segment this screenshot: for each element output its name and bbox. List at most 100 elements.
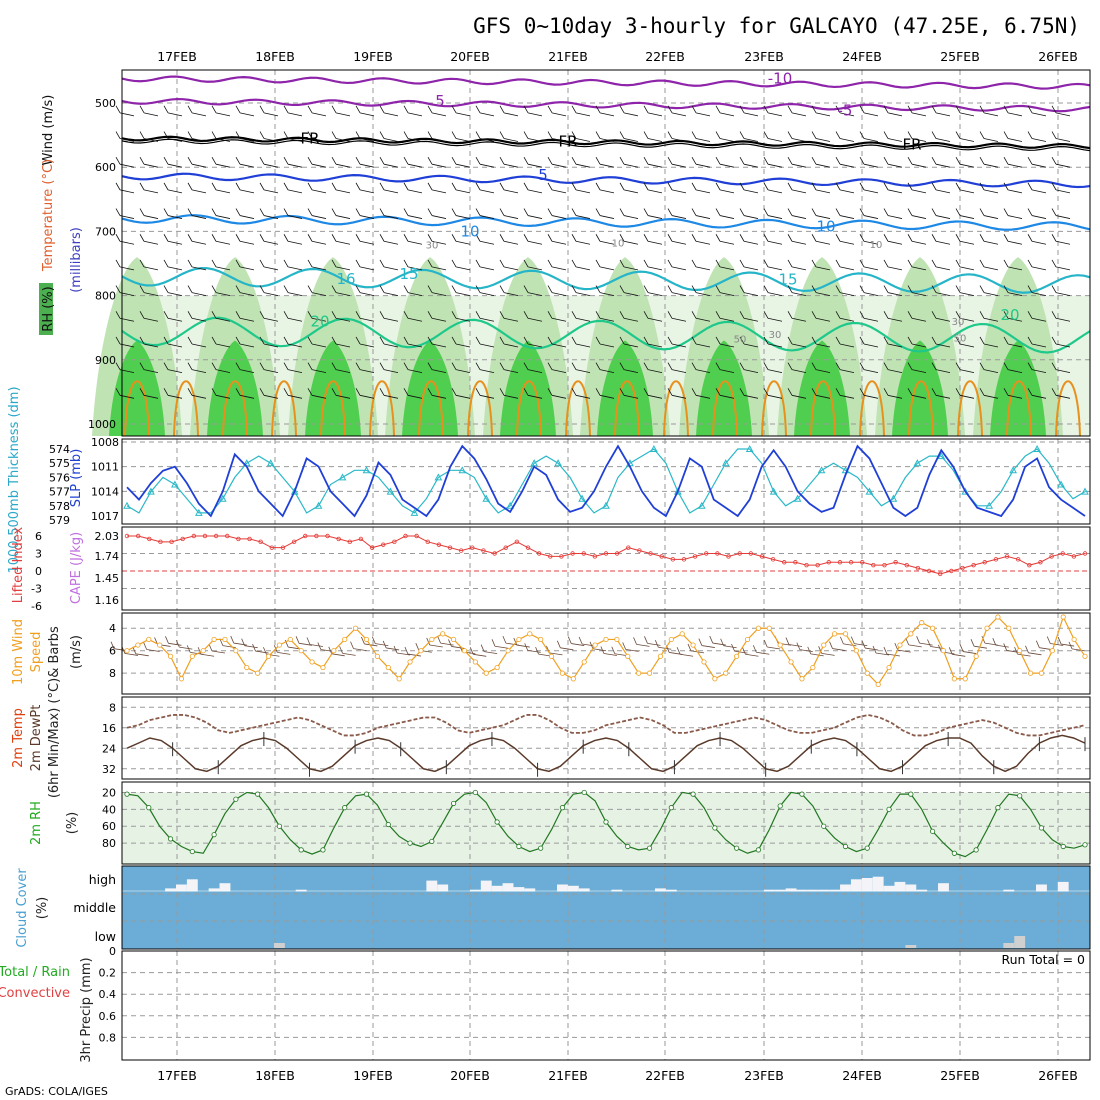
wind-barb bbox=[427, 311, 447, 322]
wind-barb bbox=[355, 208, 375, 219]
wind-barb bbox=[403, 182, 423, 194]
wind-barb bbox=[931, 362, 951, 374]
wind-barb bbox=[211, 157, 231, 168]
wind-barb bbox=[547, 182, 567, 194]
wind-barb bbox=[331, 208, 351, 219]
thickness-tick: 578 bbox=[49, 500, 70, 513]
lifted-index-point bbox=[202, 533, 208, 539]
wind-barb bbox=[907, 259, 927, 271]
wind-barb bbox=[355, 362, 375, 374]
wind-barb bbox=[163, 105, 183, 117]
lifted-index-point bbox=[225, 533, 230, 539]
thickness-point bbox=[674, 487, 682, 495]
lifted-index-point bbox=[124, 533, 130, 539]
wind-barb bbox=[643, 388, 663, 399]
wind-barb bbox=[1027, 157, 1047, 168]
wind-barb-10m bbox=[589, 641, 607, 652]
wind-barb bbox=[883, 285, 903, 296]
wind-speed-point bbox=[363, 636, 370, 643]
wind-barb-10m bbox=[197, 647, 215, 657]
wind-barb-10m bbox=[448, 639, 465, 649]
wind-barb bbox=[811, 336, 831, 348]
thickness-point bbox=[458, 466, 467, 474]
wind-barb bbox=[355, 336, 375, 348]
wind-barb bbox=[691, 208, 711, 219]
lifted-index-point bbox=[425, 539, 430, 545]
wind-barb bbox=[403, 388, 423, 399]
wind-speed-point bbox=[712, 676, 718, 682]
wind-speed-point bbox=[701, 659, 707, 665]
lifted-index-point bbox=[782, 560, 787, 565]
lifted-index-point bbox=[759, 554, 765, 559]
wind-speed-point bbox=[189, 653, 195, 659]
wind-barb-10m bbox=[241, 638, 258, 649]
wind-barb bbox=[211, 285, 231, 296]
wind-barb-10m bbox=[698, 638, 715, 648]
wind-barb bbox=[907, 208, 927, 219]
cloud-bar-high bbox=[513, 887, 525, 892]
cloud-bar-high bbox=[437, 884, 449, 892]
wind-barb bbox=[187, 362, 207, 374]
wind-barb-10m bbox=[600, 646, 617, 656]
wind-barb-10m bbox=[818, 646, 835, 656]
wind-barb bbox=[835, 336, 855, 348]
temp-contour-25 bbox=[467, 380, 493, 437]
wind-barb bbox=[739, 182, 759, 194]
lifted-index-point bbox=[325, 533, 330, 539]
wind-barb bbox=[715, 259, 735, 271]
cloud-bar-low bbox=[1003, 943, 1015, 948]
date-label-bottom: 23FEB bbox=[744, 1068, 784, 1083]
wind-barb bbox=[163, 311, 183, 322]
cloud-level-label: high bbox=[89, 872, 116, 887]
wind-barb bbox=[523, 311, 543, 322]
wind-speed-point bbox=[276, 642, 283, 648]
wind-speed-point bbox=[1017, 648, 1023, 654]
wind-barb bbox=[1027, 208, 1047, 219]
wind-speed-point bbox=[418, 648, 424, 654]
wind-barb bbox=[163, 362, 183, 374]
lifted-index-point bbox=[926, 568, 932, 574]
wind-barb bbox=[163, 157, 183, 168]
thickness-point bbox=[745, 444, 754, 452]
wind-barb bbox=[931, 182, 951, 194]
lifted-index-point bbox=[1004, 554, 1010, 559]
wind-barb-10m bbox=[437, 635, 454, 646]
temp-contour-25 bbox=[663, 380, 689, 437]
wind-barb bbox=[1027, 259, 1047, 271]
wind-barb bbox=[811, 131, 831, 142]
wind-barb bbox=[283, 311, 303, 322]
lifted-index-point bbox=[937, 571, 943, 577]
wind-barb bbox=[955, 311, 975, 322]
wind-barb bbox=[1027, 131, 1047, 142]
wind-speed-point bbox=[592, 642, 598, 648]
wind-barb bbox=[115, 208, 135, 219]
cloud-bar-high bbox=[807, 889, 819, 892]
wind-speed-point bbox=[636, 670, 642, 676]
lifted-index-point bbox=[982, 560, 987, 565]
wind-barb bbox=[379, 388, 399, 399]
wind-barb bbox=[379, 362, 399, 374]
wind-speed-point bbox=[755, 625, 762, 631]
date-label-bottom: 24FEB bbox=[842, 1068, 882, 1083]
wind-barb bbox=[499, 182, 519, 194]
rh-point bbox=[842, 843, 849, 850]
cloud-bar-high bbox=[524, 888, 536, 892]
contour-label: 16 bbox=[336, 270, 355, 288]
lifted-index-point bbox=[592, 554, 598, 559]
thickness-point bbox=[865, 487, 874, 495]
wind-barb bbox=[955, 234, 975, 245]
wind-speed-point bbox=[919, 620, 925, 626]
wind-barb bbox=[139, 157, 159, 168]
wind-barb bbox=[667, 208, 687, 219]
wind-barb bbox=[451, 234, 471, 245]
lifted-index-point bbox=[481, 548, 486, 553]
wind-barb bbox=[1003, 388, 1023, 399]
wind-barb bbox=[739, 105, 759, 117]
rh-shading-high bbox=[696, 340, 752, 436]
temp-line bbox=[126, 734, 1086, 773]
wind-barb bbox=[883, 157, 903, 168]
wind-barb bbox=[1051, 131, 1071, 142]
wind-barb bbox=[931, 157, 951, 168]
wind-barb bbox=[763, 234, 783, 245]
wind-barb bbox=[475, 157, 495, 168]
